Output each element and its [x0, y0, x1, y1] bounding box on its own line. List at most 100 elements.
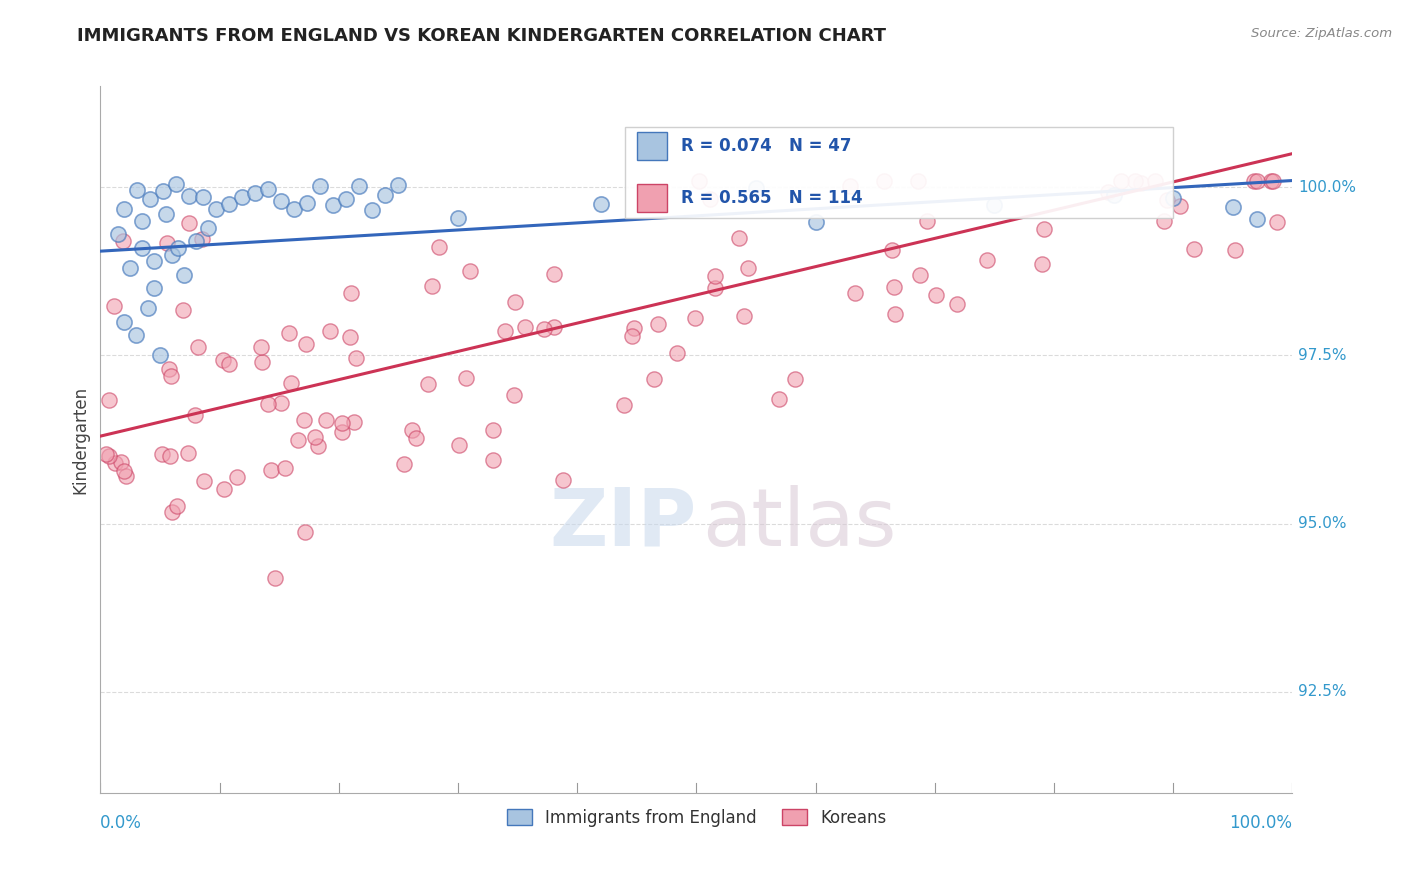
Point [103, 299, 125, 313]
Text: 97.5%: 97.5% [1298, 348, 1347, 363]
Point [340, 285, 363, 300]
Point [804, 215, 827, 229]
Point [97, 449, 120, 463]
Point [1097, 186, 1119, 200]
Point [172, 303, 194, 318]
Point [136, 301, 159, 316]
Point [344, 351, 367, 365]
Point [392, 458, 415, 472]
Point [335, 192, 357, 206]
Point [107, 227, 129, 242]
Point [387, 178, 409, 193]
Text: IMMIGRANTS FROM ENGLAND VS KOREAN KINDERGARTEN CORRELATION CHART: IMMIGRANTS FROM ENGLAND VS KOREAN KINDER… [77, 27, 886, 45]
Point [156, 235, 179, 250]
Point [502, 387, 524, 401]
Text: 100.0%: 100.0% [1298, 180, 1357, 194]
Point [347, 178, 370, 193]
Point [482, 423, 505, 437]
Point [110, 455, 132, 469]
Point [1156, 194, 1178, 208]
Point [1243, 173, 1265, 187]
Point [112, 315, 135, 329]
Point [263, 571, 285, 585]
Point [193, 474, 215, 488]
Point [252, 355, 274, 369]
Point [330, 416, 353, 430]
Point [883, 307, 905, 321]
Text: 95.0%: 95.0% [1298, 516, 1347, 531]
Point [1143, 173, 1166, 187]
Point [1102, 187, 1125, 202]
Point [143, 254, 166, 268]
Point [481, 453, 503, 467]
Point [907, 173, 929, 187]
Y-axis label: Kindergarten: Kindergarten [72, 385, 89, 493]
Legend: Immigrants from England, Koreans: Immigrants from England, Koreans [501, 803, 893, 834]
Point [295, 196, 318, 211]
Point [1031, 257, 1053, 271]
Point [1265, 215, 1288, 229]
Point [179, 216, 201, 230]
Point [287, 433, 309, 447]
Point [256, 182, 278, 196]
Point [945, 297, 967, 311]
Point [647, 318, 669, 332]
Point [838, 179, 860, 194]
Point [1109, 173, 1132, 187]
Point [212, 482, 235, 496]
Point [315, 413, 337, 427]
Point [160, 505, 183, 519]
Point [330, 425, 353, 439]
Point [250, 340, 273, 354]
Point [983, 198, 1005, 212]
Text: 100.0%: 100.0% [1229, 814, 1292, 832]
Text: 92.5%: 92.5% [1298, 684, 1347, 699]
Point [131, 241, 153, 255]
Point [873, 173, 896, 187]
Point [339, 330, 361, 344]
Bar [624, 127, 1173, 218]
Point [688, 173, 710, 187]
Point [844, 286, 866, 301]
Point [273, 460, 295, 475]
Point [429, 240, 451, 254]
Point [1161, 191, 1184, 205]
Point [401, 423, 423, 437]
Point [1246, 211, 1268, 226]
Point [1123, 173, 1146, 187]
Point [292, 413, 315, 427]
Point [319, 324, 342, 338]
Point [159, 449, 181, 463]
Point [277, 326, 299, 341]
Point [160, 247, 183, 261]
Point [155, 207, 177, 221]
Point [420, 278, 443, 293]
Point [143, 281, 166, 295]
Point [1129, 176, 1152, 190]
Point [150, 446, 173, 460]
Text: atlas: atlas [703, 484, 897, 563]
Point [768, 392, 790, 406]
Point [166, 241, 188, 255]
Point [553, 473, 575, 487]
Point [111, 234, 134, 248]
Text: ZIP: ZIP [550, 484, 696, 563]
Point [309, 179, 332, 194]
Point [374, 187, 396, 202]
Point [1260, 173, 1282, 187]
Bar [637, 184, 666, 212]
Point [1168, 199, 1191, 213]
Point [260, 462, 283, 476]
Point [745, 181, 768, 195]
Point [104, 456, 127, 470]
Point [149, 348, 172, 362]
Point [256, 397, 278, 411]
Point [165, 178, 187, 192]
Point [114, 468, 136, 483]
Point [270, 396, 292, 410]
Point [179, 189, 201, 203]
Point [112, 202, 135, 216]
Point [543, 320, 565, 334]
Point [1261, 173, 1284, 187]
Point [458, 264, 481, 278]
